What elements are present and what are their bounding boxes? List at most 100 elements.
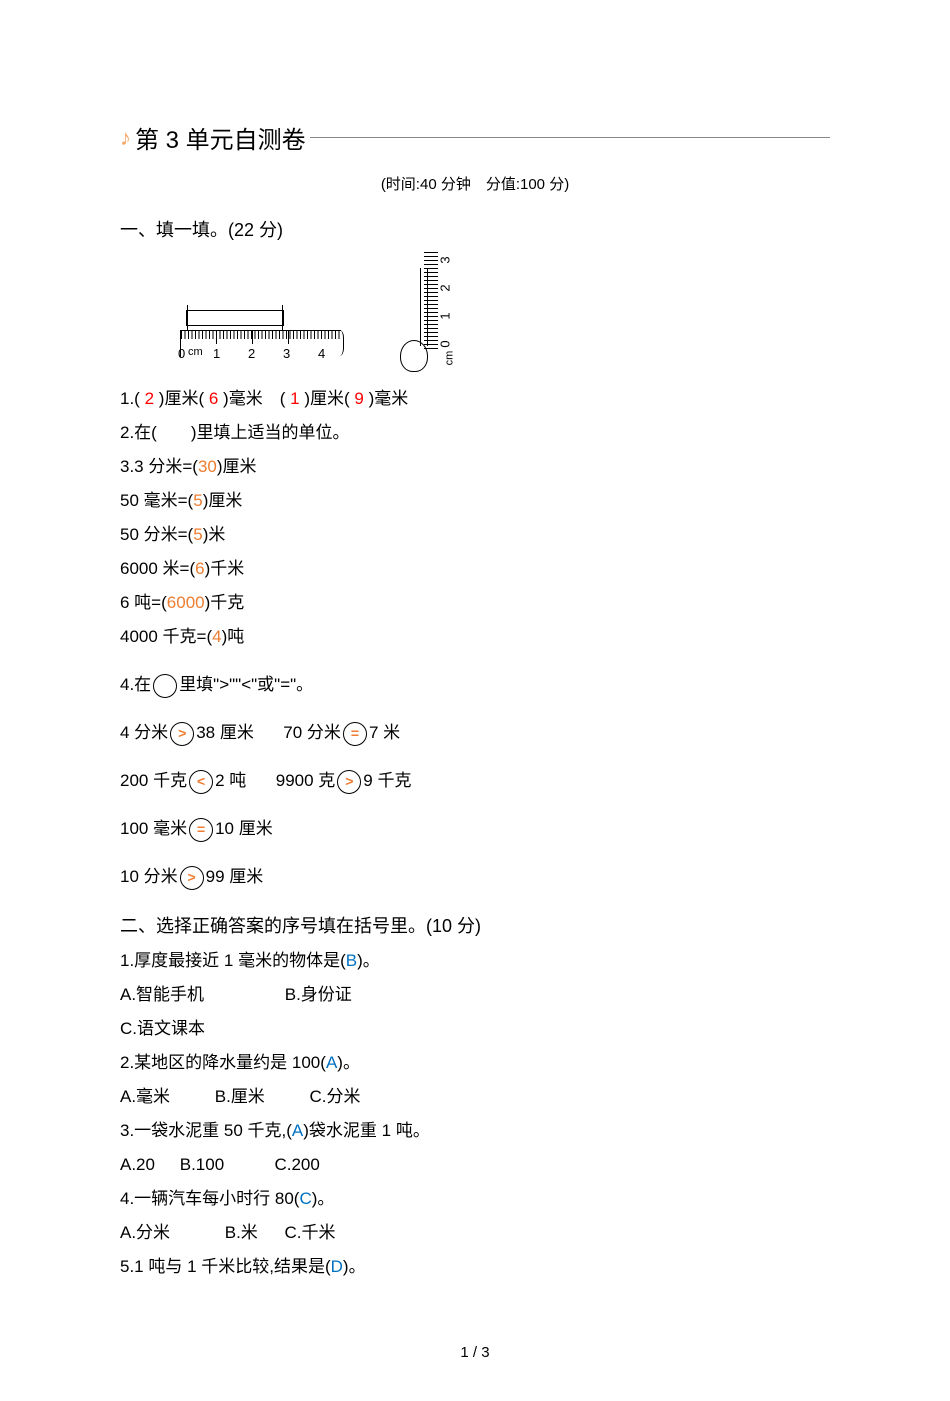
figure-row: 0 1 2 3 4 cm 3 2 1 0 cm <box>180 252 830 372</box>
s2-q2-opt-b: B.厘米 <box>215 1080 305 1114</box>
ruler-label-1: 1 <box>213 346 248 361</box>
section1-heading: 一、填一填。(22 分) <box>120 216 830 242</box>
section2-heading: 二、选择正确答案的序号填在括号里。(10 分) <box>120 912 830 938</box>
thermometer-figure: 3 2 1 0 cm <box>400 252 460 372</box>
q1-1: 1.( 2 )厘米( 6 )毫米 ( 1 )厘米( 9 )毫米 <box>120 382 830 416</box>
q3-2-pre: 50 分米=( <box>120 525 193 544</box>
thermo-ticks <box>424 252 438 352</box>
q1-3-2: 50 分米=(5)米 <box>120 518 830 552</box>
s2-q3-ans: A <box>292 1121 303 1140</box>
q1-prefix: 1.( <box>120 389 140 408</box>
q3-4-ans: 6000 <box>167 593 205 612</box>
q3-1-ans: 5 <box>193 491 202 510</box>
s2-q2-opt-a: A.毫米 <box>120 1080 210 1114</box>
ruler-major-ticks <box>180 330 340 344</box>
s2-q2-ans: A <box>326 1053 337 1072</box>
q1-3-0: 3.3 分米=(30)厘米 <box>120 450 830 484</box>
compare-circle: > <box>337 770 361 794</box>
cmp-2-0-r: 10 厘米 <box>215 819 273 838</box>
s2-q1-opt-a: A.智能手机 <box>120 978 280 1012</box>
q1-mid1: )厘米( <box>159 389 204 408</box>
q1-ans3: 1 <box>290 389 299 408</box>
cmp-0-1-r: 7 米 <box>369 723 400 742</box>
s2-q5-t2: )。 <box>343 1257 366 1276</box>
s2-q3: 3.一袋水泥重 50 千克,(A)袋水泥重 1 吨。 <box>120 1114 830 1148</box>
ruler-object <box>186 310 284 326</box>
q3-2-ans: 5 <box>193 525 202 544</box>
s2-q2-opt-c: C.分米 <box>309 1080 360 1114</box>
s2-q1-ans: B <box>346 951 357 970</box>
cmp-2-0: 100 毫米=10 厘米 <box>120 812 273 846</box>
q3-0-pre: 3.3 分米=( <box>120 457 198 476</box>
s2-q2: 2.某地区的降水量约是 100(A)。 <box>120 1046 830 1080</box>
q4-row-1: 200 千克<2 吨 9900 克>9 千克 <box>120 764 830 798</box>
q1-3-4: 6 吨=(6000)千克 <box>120 586 830 620</box>
q3-2-post: )米 <box>203 525 226 544</box>
s2-q4-t2: )。 <box>312 1189 335 1208</box>
q3-0-post: )厘米 <box>217 457 257 476</box>
title-row: ♪ 第 3 单元自测卷 <box>120 120 830 155</box>
s2-q1-opts-row1: A.智能手机 B.身份证 <box>120 978 830 1012</box>
cmp-0-0: 4 分米>38 厘米 <box>120 716 254 750</box>
thermo-label-1: 1 <box>438 312 458 319</box>
title-underline <box>310 137 830 138</box>
q1-ans1: 2 <box>145 389 154 408</box>
compare-circle: > <box>170 722 194 746</box>
thermo-label-0: 0 <box>438 340 458 347</box>
q1-ans2: 6 <box>209 389 218 408</box>
note-icon: ♪ <box>120 125 131 151</box>
q1-end: )毫米 <box>369 389 409 408</box>
q1-4-prompt: 4.在 里填">""<"或"="。 <box>120 668 830 702</box>
thermo-label-3: 3 <box>438 256 458 263</box>
s2-q3-opt-b: B.100 <box>180 1148 270 1182</box>
cmp-0-1: 70 分米=7 米 <box>283 716 400 750</box>
ruler-label-4: 4 <box>318 346 353 361</box>
thermo-labels: 3 2 1 0 <box>444 250 451 354</box>
compare-circle: = <box>189 818 213 842</box>
q4-row-3: 10 分米>99 厘米 <box>120 860 830 894</box>
q3-5-ans: 4 <box>212 627 221 646</box>
q3-1-pre: 50 毫米=( <box>120 491 193 510</box>
s2-q2-t1: 2.某地区的降水量约是 100( <box>120 1053 326 1072</box>
s2-q1-t1: 1.厚度最接近 1 毫米的物体是( <box>120 951 346 970</box>
q4-row-0: 4 分米>38 厘米 70 分米=7 米 <box>120 716 830 750</box>
cmp-1-1-op: > <box>345 771 353 791</box>
q1-3-3: 6000 米=(6)千米 <box>120 552 830 586</box>
ruler-figure: 0 1 2 3 4 cm <box>180 292 340 372</box>
compare-circle: < <box>189 770 213 794</box>
q4-text-a: 4.在 <box>120 675 151 694</box>
compare-circle: = <box>343 722 367 746</box>
s2-q1-t2: )。 <box>357 951 380 970</box>
s2-q3-opts: A.20 B.100 C.200 <box>120 1148 830 1182</box>
thermo-unit: cm <box>443 351 455 366</box>
q4-row-2: 100 毫米=10 厘米 <box>120 812 830 846</box>
cmp-3-0: 10 分米>99 厘米 <box>120 860 263 894</box>
s2-q4-t1: 4.一辆汽车每小时行 80( <box>120 1189 299 1208</box>
time-score-info: (时间:40 分钟 分值:100 分) <box>120 173 830 194</box>
s2-q5: 5.1 吨与 1 千米比较,结果是(D)。 <box>120 1250 830 1284</box>
ruler-unit: cm <box>188 346 203 358</box>
s2-q1-opt-b: B.身份证 <box>285 978 352 1012</box>
q3-5-pre: 4000 千克=( <box>120 627 212 646</box>
q1-3-1: 50 毫米=(5)厘米 <box>120 484 830 518</box>
q1-mid3: )厘米( <box>304 389 349 408</box>
cmp-1-0-op: < <box>197 771 205 791</box>
s2-q4-opts: A.分米 B.米 C.千米 <box>120 1216 830 1250</box>
s2-q2-opts: A.毫米 B.厘米 C.分米 <box>120 1080 830 1114</box>
thermo-label-2: 2 <box>438 284 458 291</box>
q3-4-pre: 6 吨=( <box>120 593 167 612</box>
q3-5-post: )吨 <box>222 627 245 646</box>
cmp-2-0-op: = <box>197 819 205 839</box>
cmp-0-0-op: > <box>178 723 186 743</box>
q1-2: 2.在( )里填上适当的单位。 <box>120 416 830 450</box>
s2-q4: 4.一辆汽车每小时行 80(C)。 <box>120 1182 830 1216</box>
cmp-3-0-l: 10 分米 <box>120 867 178 886</box>
cmp-0-1-l: 70 分米 <box>283 723 341 742</box>
s2-q5-ans: D <box>331 1257 343 1276</box>
blank-circle-icon <box>153 674 177 698</box>
s2-q3-t2: )袋水泥重 1 吨。 <box>303 1121 430 1140</box>
s2-q4-ans: C <box>299 1189 311 1208</box>
ruler-label-3: 3 <box>283 346 318 361</box>
q4-text-b: 里填">""<"或"="。 <box>179 675 313 694</box>
s2-q4-opt-b: B.米 <box>225 1216 280 1250</box>
